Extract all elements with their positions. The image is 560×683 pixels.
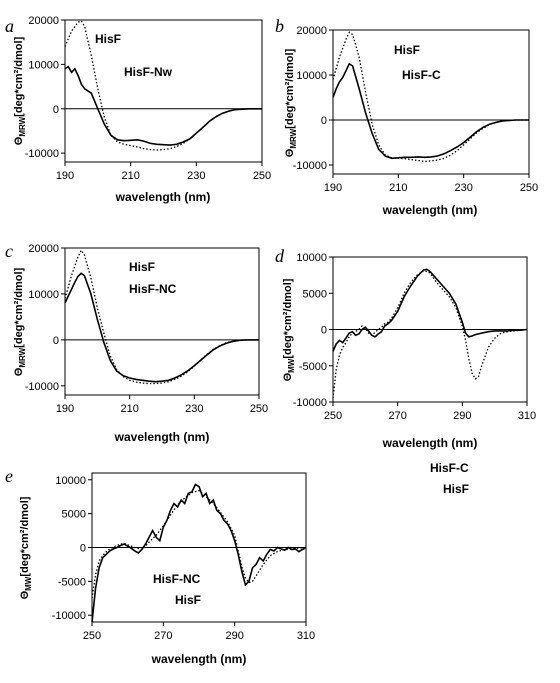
series-label: HisF (443, 482, 469, 496)
x-axis-label: wavelength (nm) (382, 203, 478, 217)
series-line-hisf (64, 249, 259, 385)
series-label: HisF (95, 32, 121, 46)
x-axis-label: wavelength (nm) (382, 436, 478, 450)
y-tick-label: 0 (321, 115, 327, 127)
x-tick-label: 250 (250, 403, 268, 415)
y-tick-label: 10000 (296, 70, 327, 82)
plot-frame (64, 19, 263, 163)
y-tick-label: -10000 (293, 397, 327, 409)
series-label: HisF (129, 260, 155, 274)
x-tick-label: 210 (121, 170, 139, 182)
y-axis-label: ΘMRW[deg*cm²/dmol] (13, 267, 27, 376)
panel-e: e 250 270 290 310 -10000 -5000 0 5000 10000 wavele… (5, 466, 315, 666)
x-tick-label: 230 (187, 170, 205, 182)
y-tick-label: -10000 (25, 148, 59, 160)
x-tick-label: 290 (453, 410, 471, 422)
y-tick-label: -10000 (52, 610, 86, 622)
x-axis-label: wavelength (nm) (151, 652, 247, 666)
y-tick-label: 10000 (28, 289, 59, 301)
x-tick-label: 230 (185, 403, 203, 415)
series-label: HisF (394, 43, 420, 57)
y-axis-label: ΘMRW[deg*cm²/dmol] (284, 48, 298, 157)
series-line-hisf-nc (91, 483, 307, 623)
y-tick-label: 10000 (296, 252, 327, 264)
x-tick-label: 190 (324, 182, 342, 194)
x-tick-label: 250 (520, 182, 538, 194)
series-line-hisf-nc (64, 272, 259, 383)
x-tick-label: 270 (154, 630, 172, 642)
y-tick-label: 0 (53, 335, 59, 347)
panel-a: a 190 210 230 250 -10000 0 10000 20000 wavelength… (5, 15, 271, 204)
plot-frame (332, 29, 530, 175)
panel-letter: e (5, 466, 13, 486)
series-label: HisF-C (430, 461, 469, 475)
series-label: HisF (175, 593, 201, 607)
x-axis-label: wavelength (nm) (114, 430, 210, 444)
panel-c: c 190 210 230 250 -10000 0 10000 20000 wavelength… (5, 241, 268, 444)
y-tick-label: 0 (80, 543, 86, 555)
y-tick-label: 10000 (28, 59, 59, 71)
y-axis-label: ΘMRW[deg*cm²/dmol] (13, 36, 27, 145)
series-label: HisF-NC (153, 572, 201, 586)
x-tick-label: 190 (56, 403, 74, 415)
x-tick-label: 210 (389, 182, 407, 194)
x-tick-label: 190 (56, 170, 74, 182)
y-tick-label: 0 (321, 325, 327, 337)
y-tick-label: 5000 (303, 288, 327, 300)
x-tick-label: 250 (324, 410, 342, 422)
x-tick-label: 290 (225, 630, 243, 642)
y-tick-label: 20000 (296, 25, 327, 37)
plot-frame (64, 247, 260, 396)
series-line-hisf (332, 270, 528, 399)
series-line-hisf-c (332, 62, 529, 160)
y-tick-label: -10000 (293, 160, 327, 172)
series-label: HisF-C (402, 68, 441, 82)
y-tick-label: 0 (53, 104, 59, 116)
y-tick-label: 10000 (55, 475, 86, 487)
series-line-hisf (64, 20, 262, 151)
y-tick-label: -5000 (58, 576, 86, 588)
x-tick-label: 250 (253, 170, 271, 182)
series-line-hisf-c (332, 268, 528, 352)
x-tick-label: 270 (388, 410, 406, 422)
series-line-hisf (91, 489, 307, 599)
x-tick-label: 310 (297, 630, 315, 642)
x-tick-label: 310 (518, 410, 536, 422)
series-label: HisF-NC (129, 282, 177, 296)
x-axis-label: wavelength (nm) (115, 190, 211, 204)
panel-letter: a (5, 16, 14, 36)
y-tick-label: 20000 (28, 243, 59, 255)
panel-d: d 250 270 290 310 -10000 -5000 0 5000 10000 wavele… (275, 246, 536, 496)
panel-letter: c (5, 241, 13, 261)
y-axis-label: ΘMW[deg*cm²/dmol] (282, 278, 296, 381)
x-tick-label: 210 (120, 403, 138, 415)
y-tick-label: 20000 (28, 15, 59, 27)
y-tick-label: 5000 (62, 509, 86, 521)
x-tick-label: 230 (454, 182, 472, 194)
y-axis-label: ΘMW[deg*cm²/dmol] (19, 496, 33, 599)
x-tick-label: 250 (83, 630, 101, 642)
series-line-hisf-nw (64, 65, 262, 146)
y-tick-label: -10000 (25, 381, 59, 393)
panel-b: b 190 210 230 250 -10000 0 10000 20000 wavelength… (275, 16, 538, 217)
y-tick-label: -5000 (299, 361, 327, 373)
series-label: HisF-Nw (124, 65, 173, 79)
series-line-hisf (332, 31, 529, 163)
panel-letter: b (275, 16, 284, 36)
panel-letter: d (275, 246, 285, 266)
